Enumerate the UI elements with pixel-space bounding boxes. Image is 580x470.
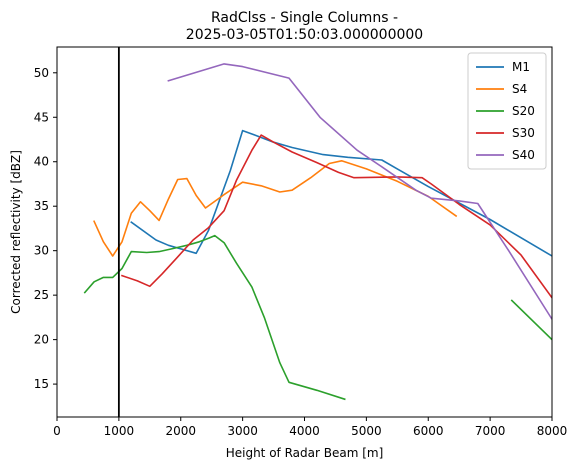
y-tick-label: 15: [34, 377, 49, 391]
chart-title: RadClss - Single Columns - 2025-03-05T01…: [186, 10, 423, 43]
y-tick-label: 25: [34, 288, 49, 302]
series-line-m1-segment-1: [130, 129, 552, 257]
series-line-s4-segment-1: [93, 160, 458, 257]
legend-label-s40: S40: [512, 148, 535, 162]
x-tick-label: 1000: [104, 424, 135, 438]
y-tick-label: 40: [34, 155, 49, 169]
x-tick-label: 2000: [165, 424, 196, 438]
y-tick-label: 20: [34, 333, 49, 347]
legend-label-s20: S20: [512, 104, 535, 118]
x-tick-label: 4000: [289, 424, 320, 438]
x-axis: 0 1000 2000 3000 4000 5000 6000 7000 8000: [53, 417, 567, 438]
x-tick-label: 7000: [475, 424, 506, 438]
x-tick-label: 8000: [537, 424, 568, 438]
x-tick-label: 0: [53, 424, 61, 438]
legend-box: [467, 52, 547, 170]
x-tick-label: 5000: [351, 424, 382, 438]
x-axis-label: Height of Radar Beam [m]: [226, 446, 384, 460]
y-tick-label: 50: [34, 66, 49, 80]
series-line-s30-segment-1: [120, 134, 552, 299]
series-line-s20-segment-2: [510, 299, 552, 341]
y-tick-label: 30: [34, 244, 49, 258]
legend: M1 S4 S20 S30 S40: [467, 52, 547, 170]
y-tick-label: 45: [34, 110, 49, 124]
y-axis-label: Corrected reflectivity [dBZ]: [9, 150, 23, 314]
series-line-s40-segment-1: [167, 63, 552, 321]
legend-label-m1: M1: [512, 60, 530, 74]
x-tick-label: 6000: [413, 424, 444, 438]
chart-title-line-2: 2025-03-05T01:50:03.000000000: [186, 27, 423, 43]
y-tick-label: 35: [34, 199, 49, 213]
legend-label-s30: S30: [512, 126, 535, 140]
y-axis: 15 20 25 30 35 40 45 50: [34, 66, 57, 391]
legend-label-s4: S4: [512, 82, 527, 96]
chart-title-line-1: RadClss - Single Columns -: [211, 10, 398, 26]
series-layer: [83, 63, 552, 401]
x-tick-label: 3000: [227, 424, 258, 438]
series-line-s20-segment-1: [83, 234, 346, 401]
